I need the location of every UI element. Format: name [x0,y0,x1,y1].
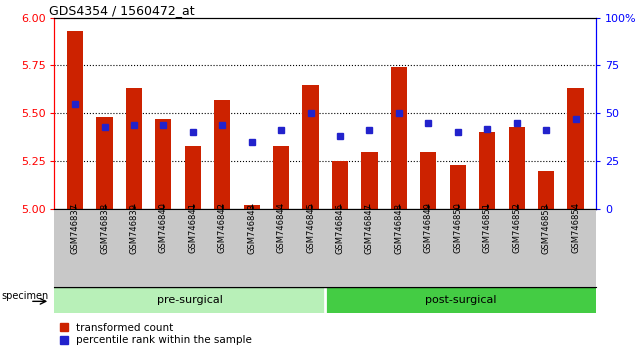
Bar [185,146,201,209]
Bar [420,152,437,209]
Bar [96,117,113,209]
Bar [450,165,466,209]
Bar [362,152,378,209]
Bar [155,119,172,209]
Bar [303,85,319,209]
Bar [479,132,495,209]
Bar [538,171,554,209]
Legend: transformed count, percentile rank within the sample: transformed count, percentile rank withi… [60,322,253,345]
Text: specimen: specimen [1,291,48,301]
Bar [273,146,289,209]
Bar [332,161,348,209]
Bar [244,205,260,209]
Bar [67,31,83,209]
Bar [391,67,407,209]
Bar [508,127,525,209]
Text: pre-surgical: pre-surgical [157,295,223,305]
Text: GDS4354 / 1560472_at: GDS4354 / 1560472_at [49,4,195,17]
Bar [214,100,230,209]
Bar [567,88,583,209]
Bar [54,287,326,313]
Bar [126,88,142,209]
Bar [326,287,596,313]
Text: post-surgical: post-surgical [425,295,497,305]
